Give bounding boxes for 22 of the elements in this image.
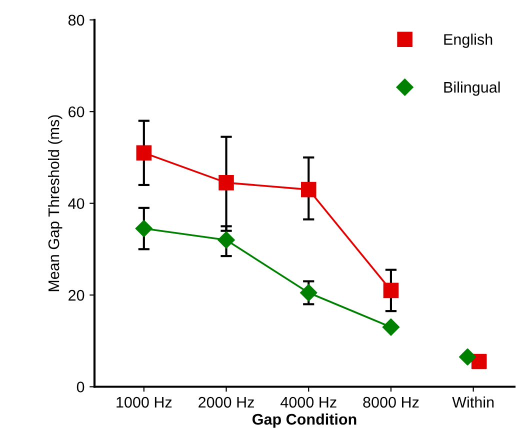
y-axis-title: Mean Gap Threshold (ms)	[48, 115, 62, 292]
x-tick-label: Within	[452, 396, 494, 408]
y-tick-label: 80	[68, 14, 84, 26]
legend-label: English	[444, 34, 492, 48]
x-tick-label: 2000 Hz	[198, 396, 254, 408]
y-tick-label: 40	[68, 198, 84, 210]
point	[300, 284, 318, 302]
y-tick-label: 0	[76, 382, 84, 392]
point	[135, 220, 152, 238]
x-tick-label: 8000 Hz	[363, 396, 419, 408]
point	[300, 182, 316, 198]
point	[383, 282, 399, 298]
point	[382, 318, 400, 336]
point	[136, 145, 152, 161]
legend-label: Bilingual	[444, 81, 500, 96]
point	[218, 175, 234, 190]
x-tick-label: 4000 Hz	[280, 396, 336, 408]
x-tick-label: 1000 Hz	[116, 396, 172, 408]
y-tick-label: 60	[68, 106, 84, 118]
y-tick-label: 20	[68, 290, 84, 301]
point	[218, 231, 235, 249]
x-axis-title: Gap Condition	[252, 413, 356, 428]
